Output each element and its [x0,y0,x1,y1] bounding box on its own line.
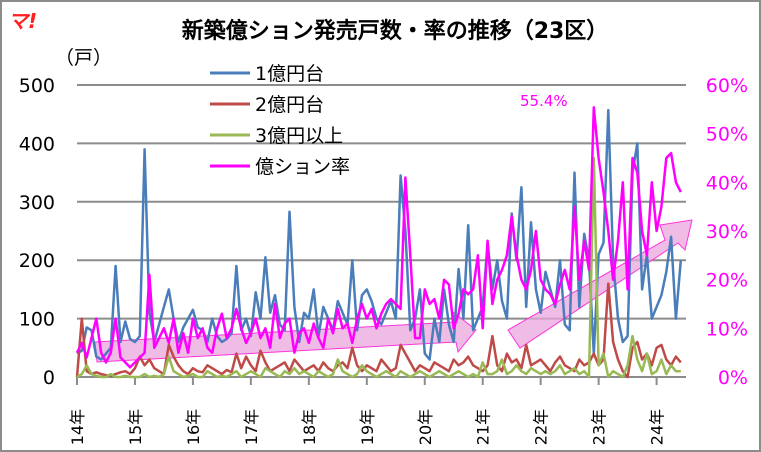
y-axis-ticks: 0 100 200 300 400 500 [19,75,55,389]
legend-label: 億ション率 [255,156,350,178]
series-lines [75,106,683,379]
x-tick-label: 24年 [648,409,667,445]
legend-label: 1億円台 [255,63,324,85]
series-line-4 [75,106,682,369]
y2-tick-label: 10% [706,318,748,340]
series-line-2 [75,282,682,379]
x-tick-label: 20年 [416,409,435,445]
y-tick-label: 100 [19,309,55,331]
x-tick-label: 14年 [68,409,87,445]
x-tick-label: 18年 [300,409,319,445]
x-tick-label: 17年 [242,409,261,445]
y-tick-label: 0 [43,367,55,389]
gridlines [77,84,686,378]
x-tick-label: 15年 [126,409,145,445]
y2-axis-ticks: 0% 10% 20% 30% 40% 50% 60% [706,75,748,389]
x-tick-label: 22年 [532,409,551,445]
y-tick-label: 400 [19,133,55,155]
x-tick-label: 16年 [184,409,203,445]
y-tick-label: 300 [19,192,55,214]
y2-tick-label: 60% [706,75,748,97]
legend-label: 3億円以上 [255,125,343,147]
x-tick-label: 21年 [474,409,493,445]
x-tick-label: 23年 [590,409,609,445]
series-line-3 [76,156,681,379]
x-axis-ticks: 14年 15年 16年 17年 18年 19年 20年 21年 22年 23年 24年 [68,377,667,445]
y2-tick-label: 0% [718,367,748,389]
logo: マ! [8,9,37,33]
y-tick-label: 200 [19,250,55,272]
y2-tick-label: 20% [706,270,748,292]
y2-tick-label: 50% [706,124,748,146]
chart-title: 新築億ション発売戸数・率の推移（23区） [182,18,609,44]
x-tick-label: 19年 [358,409,377,445]
peak-annotation: 55.4% [520,92,568,110]
legend-label: 2億円台 [255,94,324,116]
y2-tick-label: 30% [706,221,748,243]
y-tick-label: 500 [19,75,55,97]
y2-tick-label: 40% [706,172,748,194]
y-axis-label: （戸） [55,47,112,69]
